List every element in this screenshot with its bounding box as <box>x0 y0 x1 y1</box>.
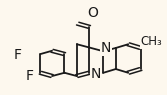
Text: N: N <box>91 67 101 81</box>
Text: N: N <box>101 41 111 55</box>
Text: F: F <box>26 69 34 83</box>
Text: F: F <box>14 48 22 62</box>
Text: O: O <box>87 6 98 20</box>
Text: CH₃: CH₃ <box>140 35 162 48</box>
